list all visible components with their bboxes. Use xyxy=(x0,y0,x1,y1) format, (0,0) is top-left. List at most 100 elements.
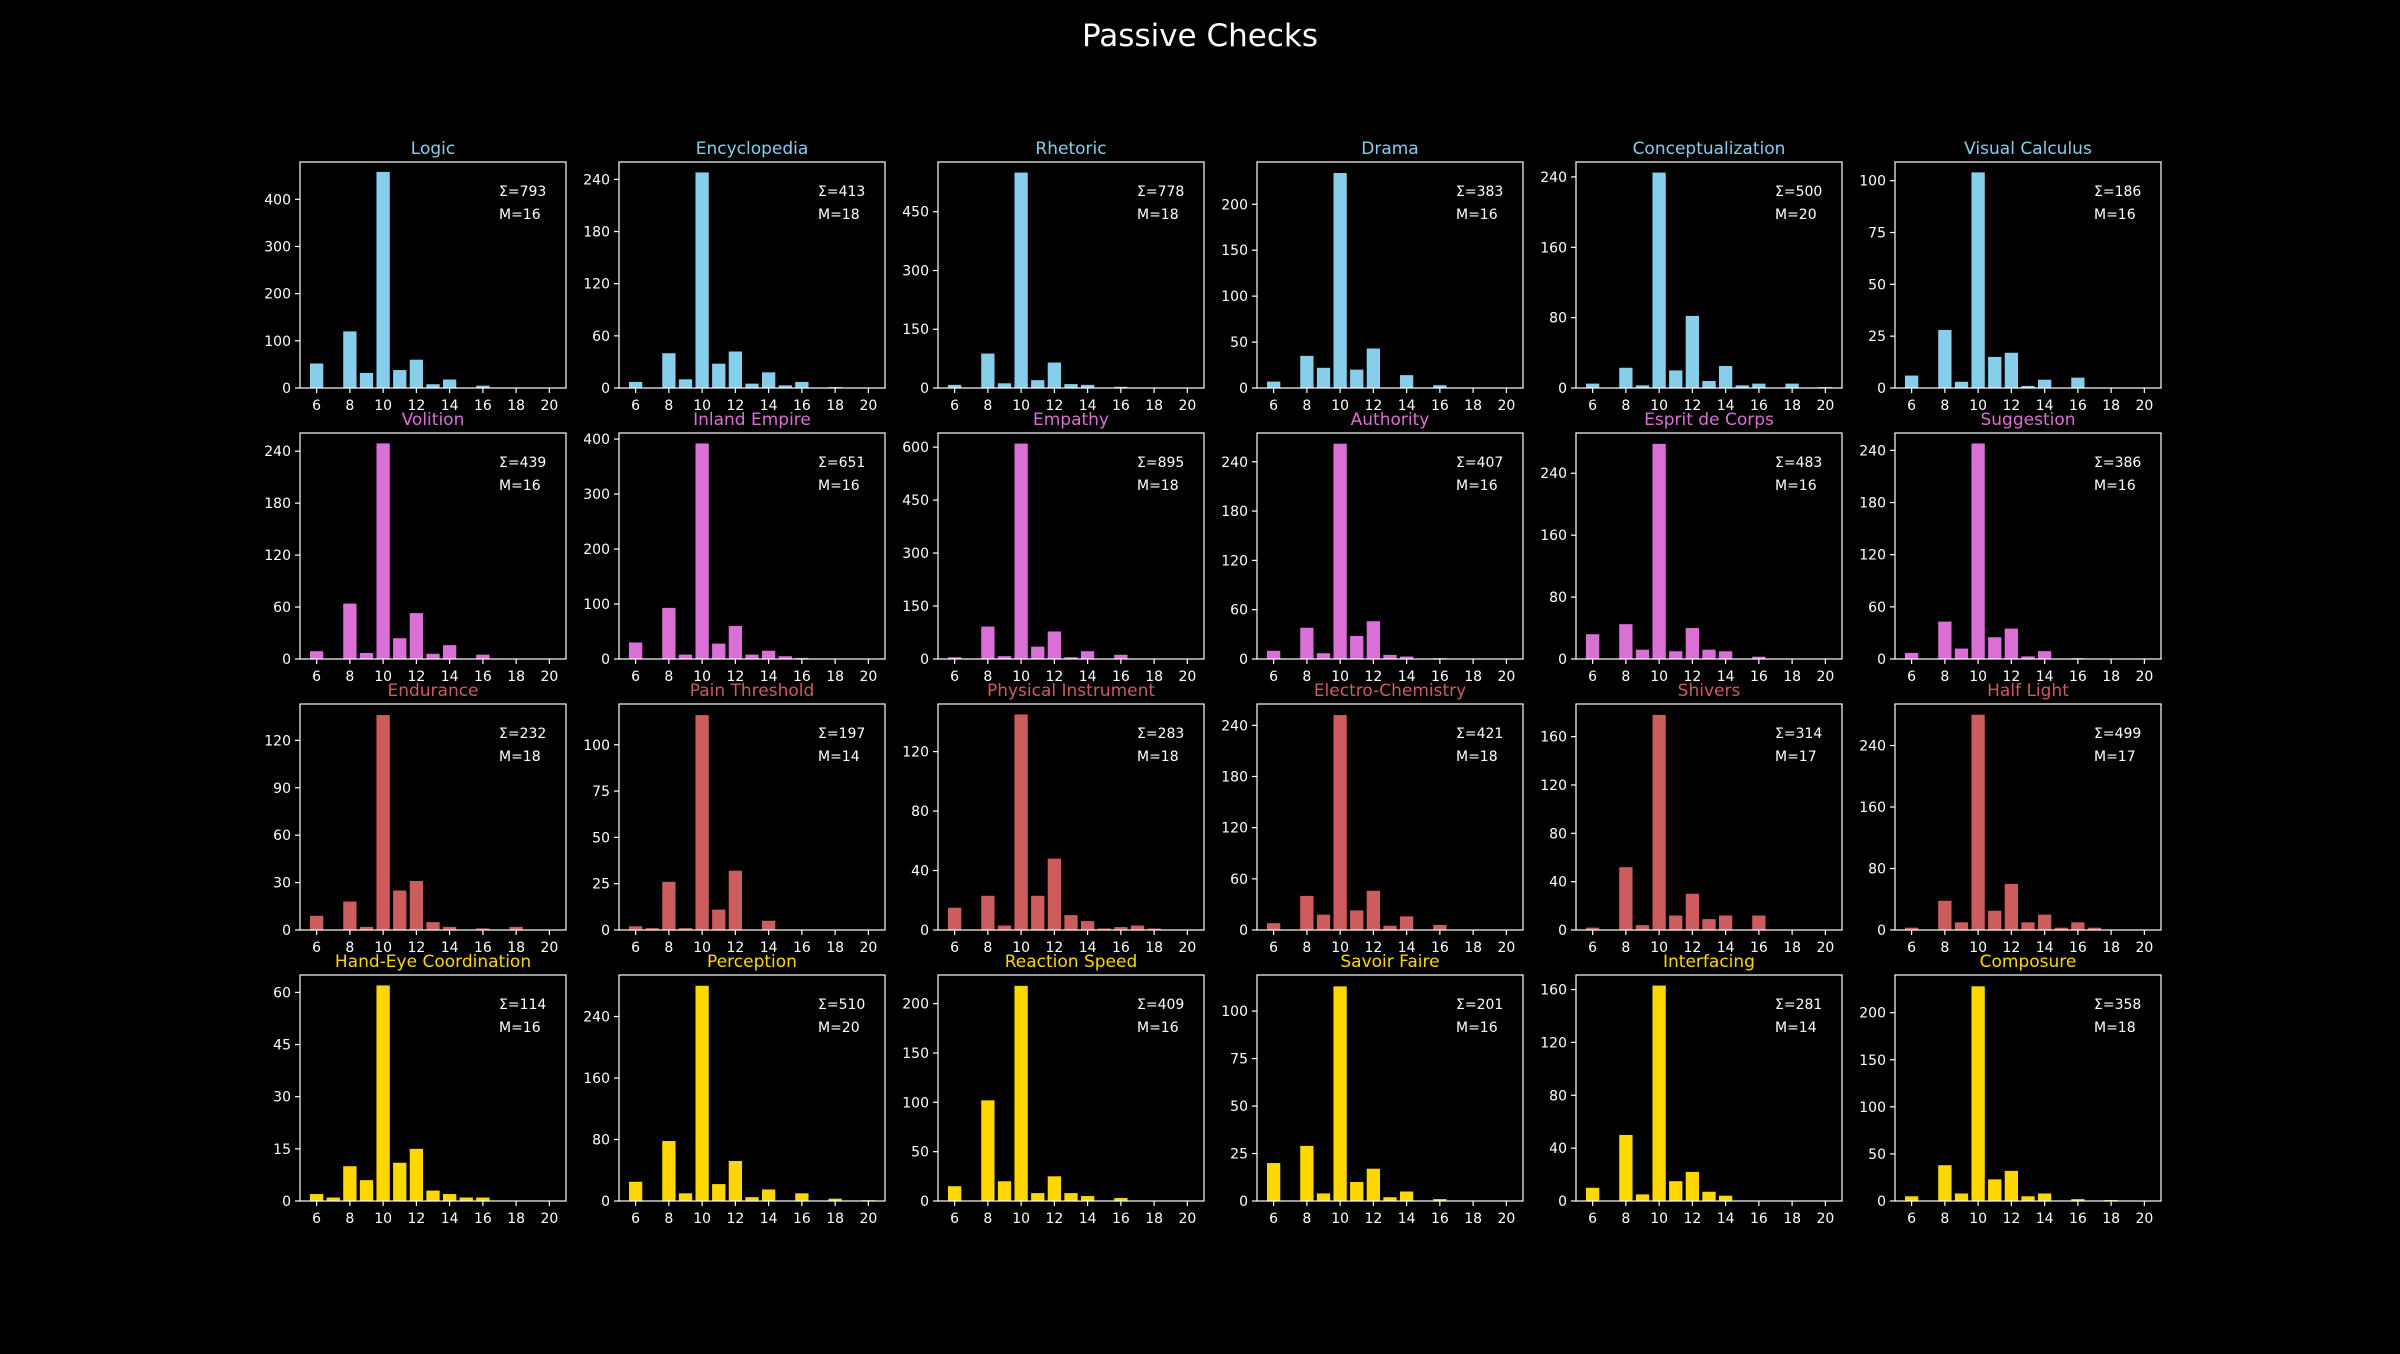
y-tick-label: 0 xyxy=(282,381,291,397)
bar-9 xyxy=(360,373,373,388)
sum-label: Σ=232 xyxy=(499,726,546,742)
bar-13 xyxy=(745,655,758,659)
bar-13 xyxy=(1702,650,1715,659)
m-label: M=18 xyxy=(2094,1020,2136,1036)
bar-9 xyxy=(998,1181,1011,1201)
y-tick-label: 0 xyxy=(920,923,929,939)
x-tick-label: 10 xyxy=(693,1211,711,1227)
bar-13 xyxy=(1702,919,1715,930)
bar-10 xyxy=(1971,715,1984,930)
bar-9 xyxy=(1636,1194,1649,1201)
subplot-title: Volition xyxy=(402,410,465,430)
y-tick-label: 150 xyxy=(902,599,929,615)
subplot-title: Interfacing xyxy=(1663,952,1755,972)
y-tick-label: 0 xyxy=(1558,381,1567,397)
x-tick-label: 20 xyxy=(1178,398,1196,414)
y-tick-label: 400 xyxy=(264,192,291,208)
sum-label: Σ=201 xyxy=(1456,997,1503,1013)
y-tick-label: 100 xyxy=(902,1095,929,1111)
y-tick-label: 160 xyxy=(583,1071,610,1087)
x-tick-label: 6 xyxy=(312,669,321,685)
y-tick-label: 200 xyxy=(902,997,929,1013)
m-label: M=16 xyxy=(499,478,541,494)
x-tick-label: 6 xyxy=(1588,1211,1597,1227)
y-tick-label: 240 xyxy=(1221,455,1248,471)
bar-14 xyxy=(1400,1192,1413,1202)
subplot-title: Drama xyxy=(1361,139,1418,159)
subplot-title: Savoir Faire xyxy=(1340,952,1439,972)
y-tick-label: 60 xyxy=(273,985,291,1001)
subplot-title: Perception xyxy=(707,952,797,972)
bar-13 xyxy=(1383,655,1396,659)
bar-10 xyxy=(1014,173,1027,388)
x-tick-label: 14 xyxy=(1717,1211,1735,1227)
bar-11 xyxy=(1031,896,1044,930)
x-tick-label: 20 xyxy=(1178,940,1196,956)
bar-10 xyxy=(1971,443,1984,659)
bar-14 xyxy=(443,1194,456,1201)
bar-14 xyxy=(1400,375,1413,388)
bar-12 xyxy=(729,871,742,930)
bar-10 xyxy=(1333,715,1346,930)
bar-13 xyxy=(1383,926,1396,930)
x-tick-label: 14 xyxy=(1398,1211,1416,1227)
y-tick-label: 200 xyxy=(1859,1006,1886,1022)
bar-14 xyxy=(1719,1196,1732,1201)
x-tick-label: 6 xyxy=(1269,398,1278,414)
m-label: M=17 xyxy=(2094,749,2136,765)
x-tick-label: 20 xyxy=(1816,669,1834,685)
bar-10 xyxy=(1652,986,1665,1201)
bar-11 xyxy=(393,890,406,930)
x-tick-label: 6 xyxy=(1269,1211,1278,1227)
bar-12 xyxy=(410,613,423,659)
subplot-title: Visual Calculus xyxy=(1964,139,2092,159)
bar-13 xyxy=(1702,381,1715,388)
bar-14 xyxy=(2038,1193,2051,1201)
y-tick-label: 60 xyxy=(1868,600,1886,616)
x-tick-label: 18 xyxy=(2102,1211,2120,1227)
y-tick-label: 75 xyxy=(1868,225,1886,241)
bar-11 xyxy=(1350,636,1363,659)
bar-6 xyxy=(1586,634,1599,659)
y-tick-label: 80 xyxy=(1549,590,1567,606)
sum-label: Σ=439 xyxy=(499,455,546,471)
x-tick-label: 10 xyxy=(374,1211,392,1227)
bar-12 xyxy=(1686,316,1699,388)
bar-14 xyxy=(1719,916,1732,931)
x-tick-label: 20 xyxy=(1497,669,1515,685)
bar-11 xyxy=(712,910,725,930)
y-tick-label: 160 xyxy=(1540,240,1567,256)
y-tick-label: 50 xyxy=(1230,1099,1248,1115)
bar-9 xyxy=(679,379,692,388)
bar-6 xyxy=(948,908,961,930)
x-tick-label: 20 xyxy=(1497,1211,1515,1227)
x-tick-label: 6 xyxy=(1907,1211,1916,1227)
y-tick-label: 0 xyxy=(601,652,610,668)
bar-9 xyxy=(998,383,1011,388)
x-tick-label: 18 xyxy=(507,398,525,414)
m-label: M=16 xyxy=(1456,478,1498,494)
bar-14 xyxy=(2038,915,2051,930)
x-tick-label: 8 xyxy=(345,669,354,685)
y-tick-label: 120 xyxy=(1540,1035,1567,1051)
y-tick-label: 150 xyxy=(902,1046,929,1062)
bar-14 xyxy=(1081,921,1094,930)
x-tick-label: 14 xyxy=(760,1211,778,1227)
y-tick-label: 0 xyxy=(282,923,291,939)
y-tick-label: 450 xyxy=(902,493,929,509)
bar-10 xyxy=(1014,714,1027,930)
x-tick-label: 10 xyxy=(1331,1211,1349,1227)
m-label: M=20 xyxy=(818,1020,860,1036)
sum-label: Σ=409 xyxy=(1137,997,1184,1013)
y-tick-label: 120 xyxy=(1859,548,1886,564)
x-tick-label: 16 xyxy=(2069,1211,2087,1227)
bar-8 xyxy=(1938,901,1951,930)
y-tick-label: 30 xyxy=(273,1090,291,1106)
x-tick-label: 8 xyxy=(1940,398,1949,414)
x-tick-label: 20 xyxy=(2135,669,2153,685)
